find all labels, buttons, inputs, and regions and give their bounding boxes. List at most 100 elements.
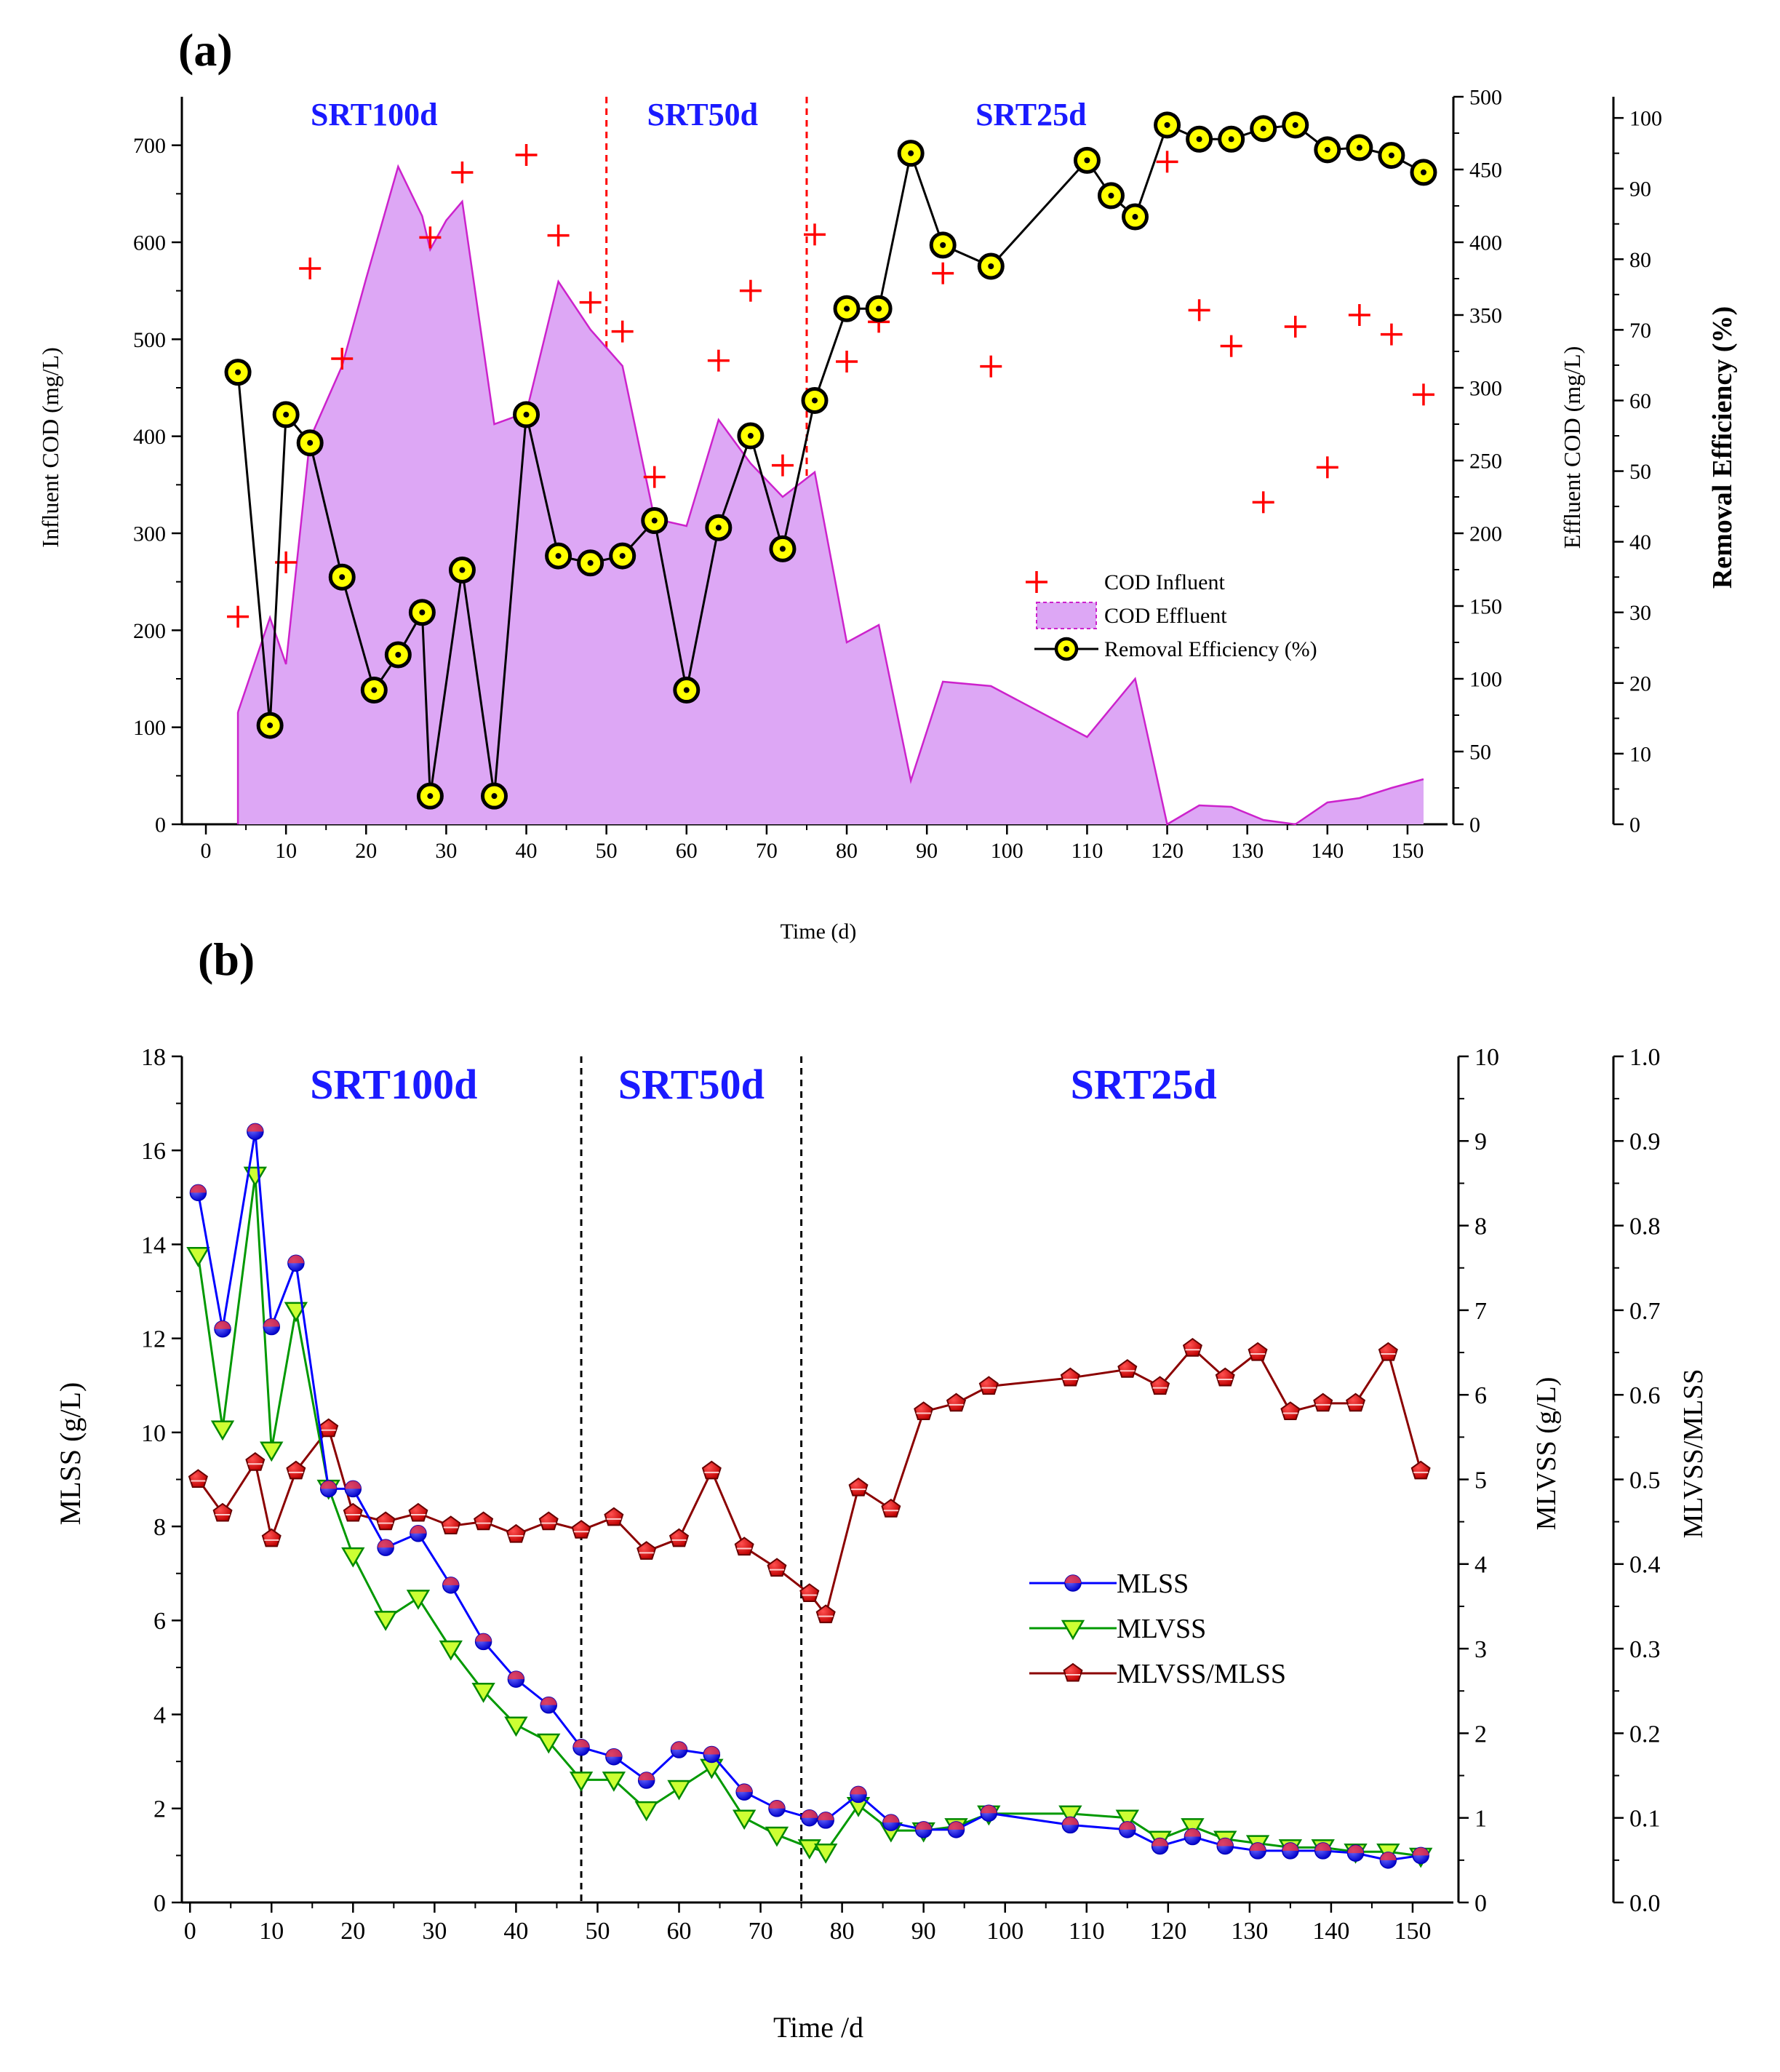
b-y-left-tick-label: 6 [153, 1608, 166, 1635]
b-y-right1-tick-label: 4 [1474, 1552, 1487, 1579]
a-y-right1-tick-label: 300 [1469, 377, 1502, 401]
b-mlvss-mlss-point [1410, 1460, 1431, 1480]
a-removal-point [609, 542, 636, 570]
b-phase-label: SRT50d [618, 1061, 765, 1108]
b-mlvss-marker [439, 1640, 463, 1661]
b-mlvss-mlss-marker [538, 1511, 559, 1531]
b-mlss-point [442, 1577, 460, 1594]
b-mlvss-mlss-point [286, 1460, 306, 1480]
b-mlvss-point [471, 1683, 495, 1703]
a-x-tick-label: 140 [1311, 839, 1344, 863]
b-mlss-point [735, 1783, 753, 1801]
a-removal-marker-dot [651, 517, 658, 524]
b-mlss-marker-half [442, 1577, 459, 1585]
a-removal-point [360, 677, 388, 704]
a-y-left-tick-label: 400 [133, 425, 166, 449]
a-removal-marker-dot [844, 306, 850, 312]
a-influent-point [1380, 323, 1402, 346]
b-mlvss-point [765, 1826, 789, 1847]
a-y-right2-tick-label: 20 [1629, 672, 1651, 696]
b-mlvss-mlss-marker [1060, 1367, 1080, 1387]
b-mlvss-mlss-marker [1280, 1401, 1301, 1420]
a-x-tick-label: 50 [596, 839, 618, 863]
b-mlss-marker-half [1062, 1817, 1079, 1825]
a-y-right2-tick-label: 0 [1629, 813, 1640, 837]
b-y-right2-tick-label: 0.8 [1629, 1214, 1661, 1240]
b-mlvss-mlss-point [319, 1418, 339, 1438]
b-x-tick-label: 150 [1394, 1918, 1431, 1945]
a-influent-point [299, 258, 322, 279]
b-y-left-tick-label: 10 [141, 1420, 166, 1447]
b-mlvss-mlss-point [538, 1511, 559, 1531]
b-mlss-point [247, 1123, 264, 1141]
b-mlss-marker-half [1217, 1838, 1234, 1846]
b-mlss-point [1184, 1828, 1202, 1846]
b-mlss-marker-half [1152, 1838, 1168, 1846]
b-mlvss-point [186, 1247, 210, 1267]
b-y-left-tick-label: 16 [141, 1138, 166, 1165]
b-mlvss-mlss-point [669, 1528, 690, 1547]
b-legend-mlss-label: MLSS [1117, 1569, 1189, 1599]
b-mlvss-marker [765, 1826, 789, 1847]
b-mlvss-marker [732, 1809, 757, 1830]
a-removal-marker-dot [1260, 125, 1266, 132]
b-mlvss-marker [406, 1590, 431, 1610]
b-mlvss-point [439, 1640, 463, 1661]
b-mlvss-point [504, 1716, 528, 1737]
b-mlss-marker-half [345, 1481, 362, 1489]
a-influent-point [804, 223, 826, 246]
a-x-tick-label: 70 [756, 839, 778, 863]
b-y-right2-axis-title: MLVSS/MLSS [1678, 1368, 1709, 1538]
b-y-right1-tick-label: 8 [1474, 1214, 1487, 1240]
b-mlvss-mlss-point [1248, 1342, 1268, 1361]
b-x-axis-title: Time /d [773, 2011, 863, 2044]
b-mlvss-mlss-point [848, 1477, 869, 1497]
b-mlvss-mlss-marker [261, 1528, 282, 1547]
a-series-group [224, 111, 1437, 826]
b-x-tick-label: 70 [749, 1918, 773, 1945]
a-removal-point [408, 599, 436, 626]
b-mlss-marker-half [215, 1320, 231, 1329]
b-mlvss-marker [814, 1843, 838, 1864]
b-mlvss-mlss-marker [408, 1502, 428, 1522]
a-removal-marker-dot [619, 553, 626, 559]
b-mlvss-mlss-marker [848, 1477, 869, 1497]
b-mlvss-point [373, 1611, 398, 1631]
a-y-right1-tick-label: 500 [1469, 86, 1502, 110]
b-mlss-marker-half [378, 1539, 394, 1548]
b-mlss-point [1314, 1842, 1332, 1860]
b-mlvss-point [260, 1441, 284, 1462]
b-mlvss-mlss-point [636, 1541, 657, 1560]
b-mlvss-mlss-marker [1215, 1367, 1235, 1387]
a-y-right1-tick-label: 200 [1469, 522, 1502, 546]
a-removal-marker-dot [1132, 214, 1138, 220]
b-mlvss-mlss-marker [604, 1507, 624, 1526]
b-mlss-point [572, 1739, 590, 1756]
b-mlss-marker-half [736, 1784, 753, 1793]
a-x-tick-label: 40 [516, 839, 538, 863]
b-mlss-marker-half [818, 1812, 834, 1820]
a-influent-point [836, 351, 858, 372]
b-mlss-marker-half [1184, 1828, 1201, 1837]
a-removal-marker-dot [1196, 136, 1202, 143]
b-mlvss-mlss-marker [245, 1451, 266, 1471]
b-mlss-point [1282, 1842, 1299, 1860]
b-y-right1-tick-label: 3 [1474, 1636, 1487, 1663]
b-mlvss-mlss-point [1215, 1367, 1235, 1387]
a-removal-marker-dot [747, 433, 754, 439]
b-mlvss-mlss-point [474, 1511, 494, 1531]
b-mlvss-mlss-marker [1182, 1337, 1202, 1357]
a-removal-marker-dot [427, 793, 434, 800]
a-x-tick-label: 130 [1231, 839, 1264, 863]
b-mlvss-mlss-point [343, 1502, 363, 1522]
b-mlvss-mlss-point [1150, 1376, 1170, 1395]
a-removal-point [416, 782, 444, 810]
b-mlvss-mlss-point [701, 1460, 722, 1480]
b-mlvss-mlss-point [914, 1401, 934, 1420]
b-mlss-point [410, 1525, 427, 1542]
b-mlvss-marker [602, 1772, 626, 1792]
b-mlvss-marker [667, 1780, 691, 1801]
b-mlvss-marker [1115, 1809, 1139, 1830]
a-removal-marker-dot [523, 411, 530, 418]
a-removal-marker-dot [876, 306, 882, 312]
